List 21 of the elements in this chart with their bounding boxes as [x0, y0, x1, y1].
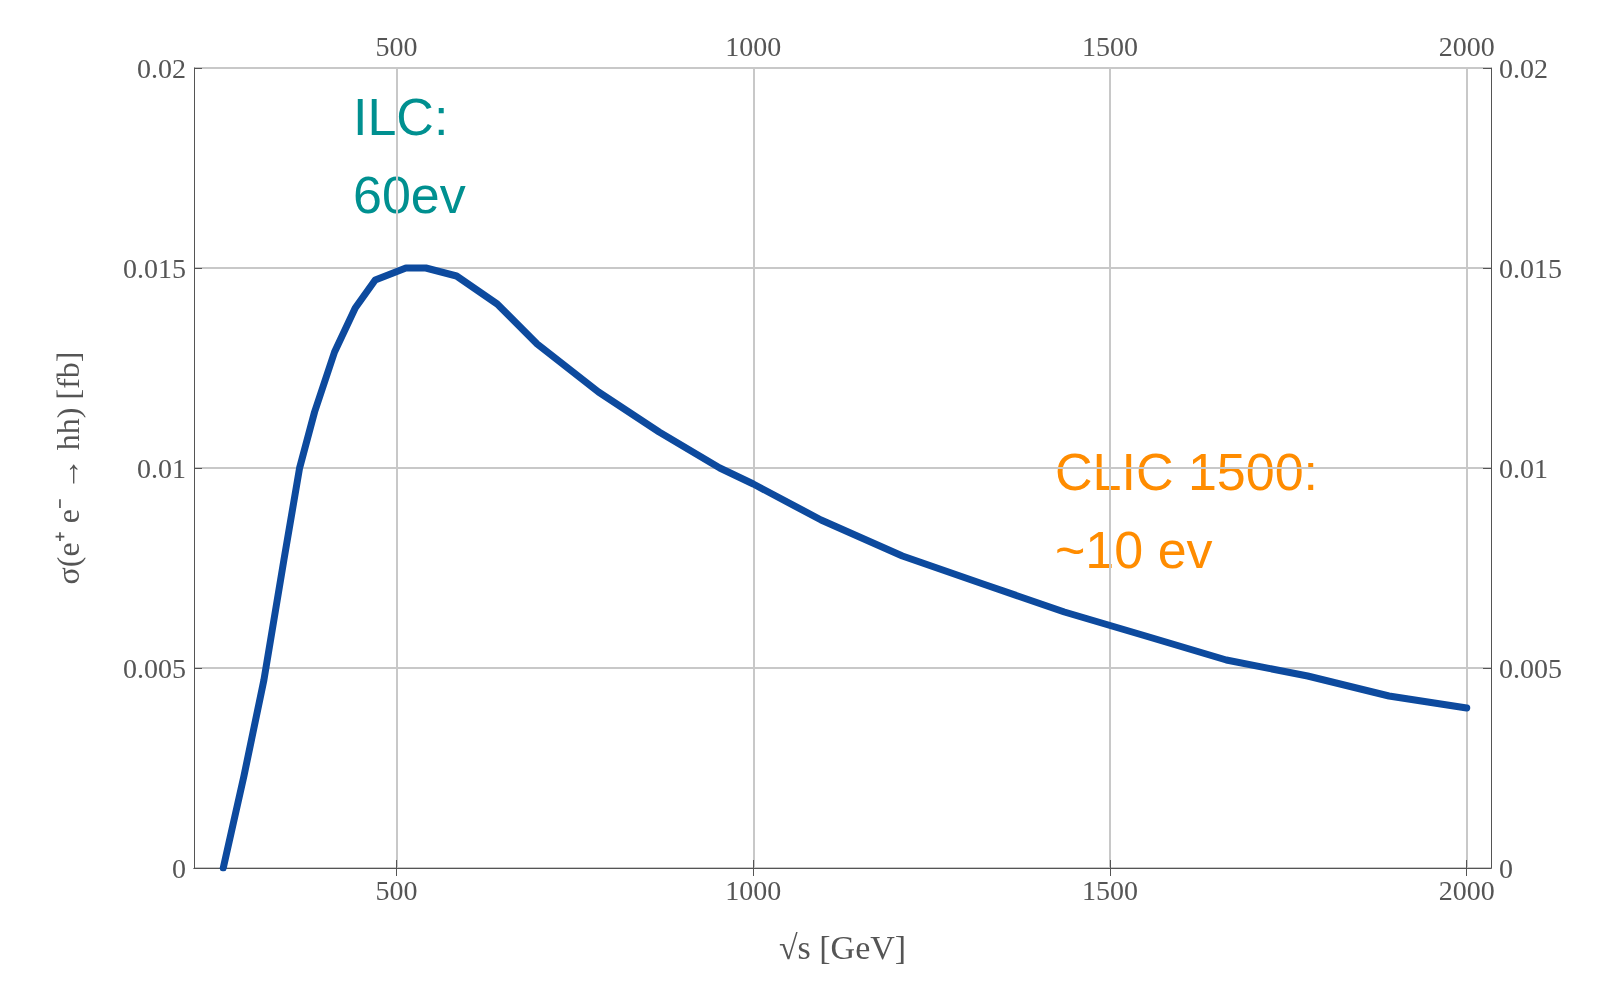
- x-tick-label: 500: [375, 874, 418, 906]
- y2-tick-label: 0.015: [1499, 252, 1562, 284]
- y-tick-label: 0.01: [137, 452, 186, 484]
- y-axis-title: σ(e⁺ e⁻ → hh) [fb]: [50, 351, 86, 585]
- x2-tick-label: 1500: [1082, 30, 1139, 62]
- y-tick-label: 0: [172, 852, 186, 884]
- annotation: ILC: 60ev: [353, 88, 466, 224]
- x-tick-label: 2000: [1438, 874, 1495, 906]
- x2-tick-label: 1000: [725, 30, 782, 62]
- y2-tick-label: 0.01: [1499, 452, 1548, 484]
- y2-tick-label: 0: [1499, 852, 1513, 884]
- x2-tick-label: 500: [375, 30, 418, 62]
- y2-tick-label: 0.02: [1499, 52, 1548, 84]
- y2-tick-label: 0.005: [1499, 652, 1562, 684]
- y-tick-label: 0.02: [137, 52, 186, 84]
- y-tick-label: 0.015: [123, 252, 186, 284]
- x-tick-label: 1000: [725, 874, 782, 906]
- x-axis-title: √s [GeV]: [778, 928, 907, 966]
- x2-tick-label: 2000: [1438, 30, 1495, 62]
- y-tick-label: 0.005: [123, 652, 186, 684]
- x-tick-label: 1500: [1082, 874, 1139, 906]
